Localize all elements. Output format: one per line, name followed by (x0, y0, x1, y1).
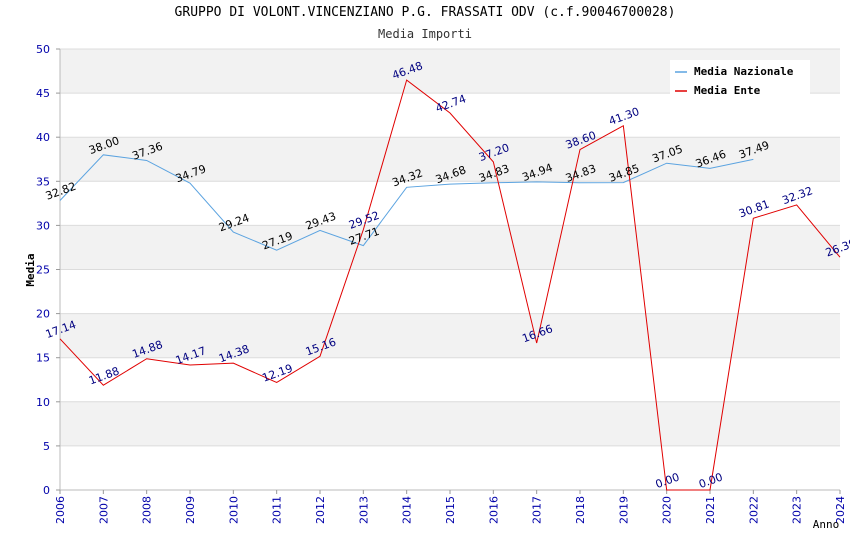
plot-band (60, 181, 840, 226)
x-tick-label: 2024 (834, 496, 847, 524)
plot-band (60, 269, 840, 314)
plot-band (60, 225, 840, 270)
y-tick-label: 10 (36, 396, 50, 409)
y-tick-label: 20 (36, 308, 50, 321)
legend: Media Nazionale Media Ente (670, 60, 810, 100)
x-tick-label: 2015 (444, 496, 457, 524)
y-tick-label: 35 (36, 175, 50, 188)
x-tick-label: 2006 (54, 496, 67, 524)
x-tick-label: 2008 (141, 496, 154, 524)
x-tick-label: 2013 (357, 496, 370, 524)
series-line-media-nazionale (59, 154, 754, 251)
chart-subtitle: Media Importi (378, 27, 472, 41)
gridlines (60, 48, 840, 447)
plot-background-bands (60, 49, 840, 490)
series-lines (59, 79, 841, 491)
x-tick-label: 2018 (574, 496, 587, 524)
x-tick-label: 2007 (97, 496, 110, 524)
plot-band (60, 445, 840, 490)
x-tick-label: 2020 (661, 496, 674, 524)
x-tick-label: 2021 (704, 496, 717, 524)
legend-label-nazionale: Media Nazionale (694, 65, 794, 78)
chart-title: GRUPPO DI VOLONT.VINCENZIANO P.G. FRASSA… (174, 5, 676, 20)
y-axis-label: Media (24, 253, 37, 286)
x-tick-label: 2022 (747, 496, 760, 524)
y-tick-labels: 0 5 10 15 20 25 30 35 40 45 50 (36, 43, 60, 497)
legend-label-ente: Media Ente (694, 84, 761, 97)
y-tick-label: 30 (36, 219, 50, 232)
x-tick-label: 2012 (314, 496, 327, 524)
x-tick-label: 2023 (791, 496, 804, 524)
legend-box (670, 60, 810, 100)
x-axis-label: Anno (813, 518, 840, 531)
x-tick-label: 2017 (531, 496, 544, 524)
y-tick-label: 5 (43, 440, 50, 453)
plot-band (60, 137, 840, 182)
y-tick-label: 15 (36, 352, 50, 365)
y-tick-label: 40 (36, 131, 50, 144)
x-tick-label: 2019 (617, 496, 630, 524)
plot-band (60, 313, 840, 358)
y-tick-label: 25 (36, 264, 50, 277)
y-tick-label: 0 (43, 484, 50, 497)
y-tick-label: 45 (36, 87, 50, 100)
x-tick-label: 2011 (271, 496, 284, 524)
plot-band (60, 401, 840, 446)
x-tick-label: 2016 (487, 496, 500, 524)
plot-band (60, 93, 840, 138)
x-tick-label: 2010 (227, 496, 240, 524)
y-tick-label: 50 (36, 43, 50, 56)
x-tick-label: 2014 (401, 496, 414, 524)
series-line-media-ente (59, 79, 841, 491)
x-tick-label: 2009 (184, 496, 197, 524)
x-tick-labels: 2006 2007 2008 2009 2010 2011 2012 2013 2014 2015… (54, 490, 847, 524)
